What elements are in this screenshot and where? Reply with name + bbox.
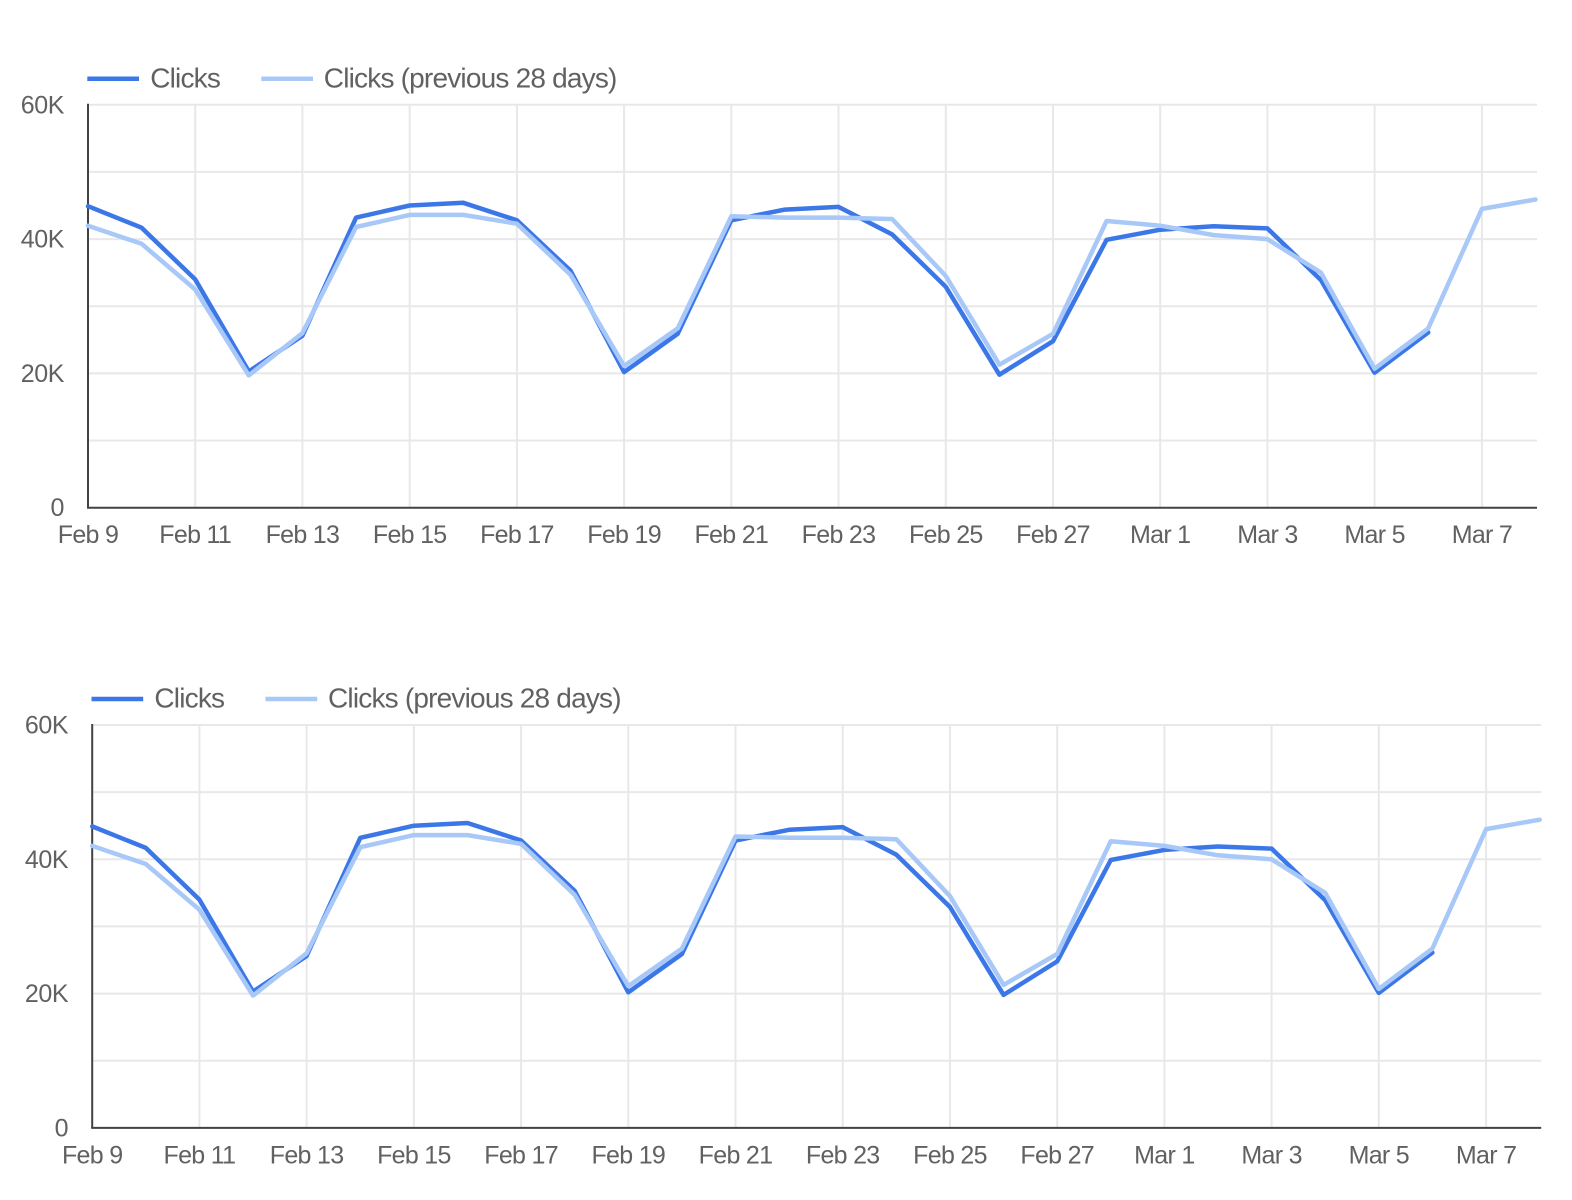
svg-text:Mar 7: Mar 7	[1456, 1141, 1516, 1169]
svg-text:Mar 5: Mar 5	[1349, 1141, 1409, 1169]
svg-text:0: 0	[55, 1114, 69, 1142]
svg-text:60K: 60K	[21, 91, 65, 119]
svg-text:Feb 23: Feb 23	[806, 1141, 880, 1169]
svg-text:Feb 11: Feb 11	[164, 1141, 236, 1169]
svg-text:Feb 25: Feb 25	[909, 521, 983, 549]
svg-text:Feb 19: Feb 19	[591, 1141, 665, 1169]
svg-text:Mar 3: Mar 3	[1241, 1141, 1301, 1169]
svg-text:Clicks (previous 28 days): Clicks (previous 28 days)	[324, 62, 617, 93]
svg-text:Feb 13: Feb 13	[266, 521, 340, 549]
svg-text:Mar 1: Mar 1	[1130, 521, 1190, 549]
svg-text:Feb 21: Feb 21	[694, 521, 768, 549]
svg-text:Feb 15: Feb 15	[373, 521, 447, 549]
svg-text:Feb 9: Feb 9	[58, 521, 118, 549]
svg-text:Feb 11: Feb 11	[159, 521, 231, 549]
svg-text:Mar 7: Mar 7	[1452, 521, 1512, 549]
svg-text:Feb 27: Feb 27	[1020, 1141, 1094, 1169]
svg-text:40K: 40K	[21, 226, 65, 254]
svg-text:Mar 1: Mar 1	[1134, 1141, 1194, 1169]
svg-text:Feb 17: Feb 17	[484, 1141, 558, 1169]
svg-text:Feb 23: Feb 23	[802, 521, 876, 549]
svg-text:0: 0	[50, 494, 64, 522]
svg-text:Clicks: Clicks	[154, 683, 224, 714]
svg-text:Feb 27: Feb 27	[1016, 521, 1090, 549]
svg-text:Feb 25: Feb 25	[913, 1141, 987, 1169]
svg-text:Clicks (previous 28 days): Clicks (previous 28 days)	[328, 683, 621, 714]
svg-text:20K: 20K	[25, 980, 69, 1008]
svg-text:Mar 5: Mar 5	[1344, 521, 1404, 549]
svg-text:Feb 9: Feb 9	[62, 1141, 122, 1169]
svg-text:Feb 19: Feb 19	[587, 521, 661, 549]
svg-text:Feb 13: Feb 13	[270, 1141, 344, 1169]
svg-text:Clicks: Clicks	[150, 62, 220, 93]
svg-text:Feb 21: Feb 21	[699, 1141, 773, 1169]
svg-text:Feb 15: Feb 15	[377, 1141, 451, 1169]
svg-text:Feb 17: Feb 17	[480, 521, 554, 549]
svg-text:60K: 60K	[25, 712, 69, 740]
svg-text:20K: 20K	[21, 360, 65, 388]
svg-text:40K: 40K	[25, 846, 69, 874]
svg-text:Mar 3: Mar 3	[1237, 521, 1297, 549]
